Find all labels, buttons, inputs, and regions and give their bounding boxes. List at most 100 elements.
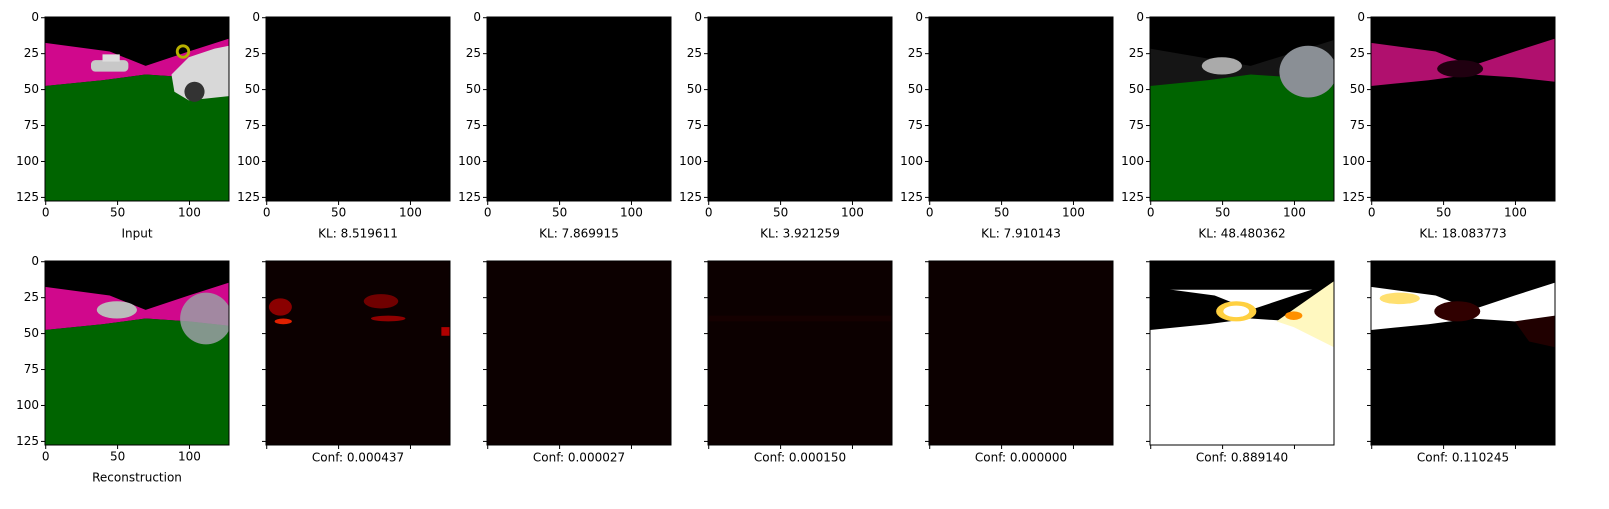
caption: Conf: 0.000000 [975,451,1067,465]
y-tick-label: 0 [694,10,702,24]
x-tick-label: 100 [399,206,422,220]
image [1150,17,1334,201]
y-tick-label: 25 [245,46,260,60]
caption: Conf: 0.889140 [1196,451,1288,465]
axes-frame [928,16,1114,202]
image [266,17,450,201]
axes-frame [265,260,451,446]
y-tick-label: 75 [24,362,39,376]
y-tick-label: 25 [1129,46,1144,60]
y-tick-label: 125 [679,190,702,204]
y-tick-label: 100 [16,398,39,412]
image [708,17,892,201]
axes-frame [44,260,230,446]
axes-frame [1370,16,1556,202]
x-tick-label: 50 [1215,206,1230,220]
caption: Conf: 0.000027 [533,451,625,465]
y-tick-label: 50 [687,82,702,96]
y-tick-label: 0 [473,10,481,24]
y-tick-label: 25 [908,46,923,60]
caption: KL: 3.921259 [760,227,840,241]
image [1371,261,1555,445]
y-tick-label: 50 [466,82,481,96]
axes-frame [265,16,451,202]
panel: 0 50 100 0 25 50 75 100 125 KL: 8.519611 [237,10,451,241]
y-tick-label: 125 [16,190,39,204]
image [266,261,450,445]
panel: Conf: 0.000150 [704,260,893,465]
x-tick-label: 100 [178,450,201,464]
x-tick-label: 50 [110,206,125,220]
y-tick-label: 50 [1350,82,1365,96]
x-tick-label: 100 [1062,206,1085,220]
image [929,261,1113,445]
panel: 0 50 100 0 25 50 75 100 125 Reconstruction [16,254,230,485]
image [1371,17,1555,201]
y-tick-label: 75 [1350,118,1365,132]
x-tick-label: 0 [263,206,271,220]
panel: Conf: 0.889140 [1146,260,1335,465]
y-tick-label: 125 [237,190,260,204]
y-tick-label: 75 [908,118,923,132]
y-tick-label: 25 [1350,46,1365,60]
axes-frame [1370,260,1556,446]
panel: 0 50 100 0 25 50 75 100 125 KL: 7.869915 [458,10,672,241]
caption: Input [121,227,152,241]
y-tick-label: 25 [24,46,39,60]
x-tick-label: 50 [1436,206,1451,220]
image [708,261,892,445]
y-tick-label: 100 [1121,154,1144,168]
axes-frame [1149,16,1335,202]
x-tick-label: 0 [484,206,492,220]
panel: Conf: 0.110245 [1367,260,1556,465]
y-tick-label: 0 [31,254,39,268]
axes-frame [1149,260,1335,446]
x-tick-label: 0 [1368,206,1376,220]
y-tick-label: 50 [24,82,39,96]
x-tick-label: 50 [110,450,125,464]
caption: KL: 7.869915 [539,227,619,241]
y-tick-label: 100 [16,154,39,168]
panel: 0 50 100 0 25 50 75 100 125 Input [16,10,230,241]
y-tick-label: 75 [1129,118,1144,132]
image [487,261,671,445]
axes-frame [486,16,672,202]
caption: Conf: 0.000437 [312,451,404,465]
panel: Conf: 0.000027 [483,260,672,465]
y-tick-label: 125 [16,434,39,448]
x-tick-label: 50 [994,206,1009,220]
y-tick-label: 0 [915,10,923,24]
caption: KL: 8.519611 [318,227,398,241]
x-tick-label: 50 [552,206,567,220]
y-tick-label: 50 [245,82,260,96]
y-tick-label: 125 [1342,190,1365,204]
y-tick-label: 100 [1342,154,1365,168]
image [45,261,229,445]
x-tick-label: 0 [42,450,50,464]
x-tick-label: 50 [773,206,788,220]
x-tick-label: 50 [331,206,346,220]
y-tick-label: 75 [466,118,481,132]
y-tick-label: 50 [908,82,923,96]
axes-frame [486,260,672,446]
panel: 0 50 100 0 25 50 75 100 125 KL: 3.921259 [679,10,893,241]
panel: Conf: 0.000437 [262,260,451,465]
caption: Conf: 0.110245 [1417,451,1509,465]
y-tick-label: 125 [458,190,481,204]
caption: KL: 7.910143 [981,227,1061,241]
caption: KL: 48.480362 [1198,227,1285,241]
y-tick-label: 25 [466,46,481,60]
y-tick-label: 100 [900,154,923,168]
y-tick-label: 0 [1136,10,1144,24]
y-tick-label: 75 [24,118,39,132]
axes-frame [928,260,1114,446]
caption: Conf: 0.000150 [754,451,846,465]
axes-frame [44,16,230,202]
x-tick-label: 0 [705,206,713,220]
y-tick-label: 25 [687,46,702,60]
y-tick-label: 75 [245,118,260,132]
image [487,17,671,201]
caption: Reconstruction [92,471,182,485]
y-tick-label: 0 [252,10,260,24]
